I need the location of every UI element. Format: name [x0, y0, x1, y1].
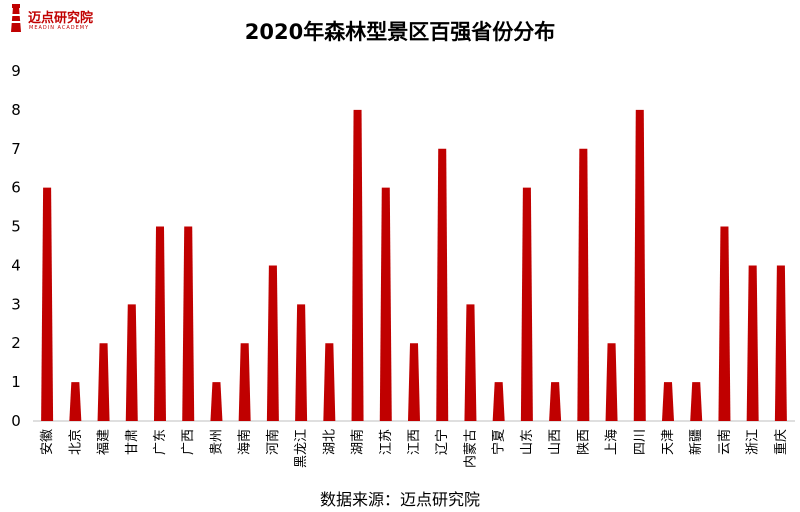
x-tick-label: 浙江: [746, 429, 761, 455]
x-tick-label: 辽宁: [434, 429, 450, 455]
bar: [379, 187, 392, 421]
bar: [351, 109, 364, 421]
y-tick-label: 0: [11, 412, 21, 430]
bar: [662, 382, 674, 421]
y-tick-label: 9: [11, 62, 21, 80]
x-tick-label: 广西: [181, 429, 196, 455]
bar: [774, 265, 787, 421]
bar: [323, 343, 336, 421]
x-tick-label: 黑龙江: [294, 429, 309, 468]
bar: [549, 382, 562, 421]
chart-title: 2020年森林型景区百强省份分布: [244, 20, 556, 44]
x-tick-label: 云南: [716, 429, 732, 455]
lighthouse-icon: [11, 4, 21, 32]
bar: [690, 382, 703, 421]
x-tick-label: 河南: [265, 429, 281, 455]
y-tick-label: 3: [11, 295, 21, 313]
x-tick-label: 山西: [548, 429, 563, 455]
bar: [238, 343, 251, 421]
bar: [125, 304, 138, 421]
bar: [154, 226, 166, 421]
bar: [492, 382, 505, 421]
y-tick-label: 7: [11, 140, 21, 158]
x-tick-label: 湖北: [322, 429, 337, 455]
x-tick-label: 天津: [661, 429, 676, 455]
bar: [464, 304, 477, 421]
x-tick-label: 江苏: [378, 429, 394, 455]
x-tick-label: 陕西: [576, 429, 591, 455]
x-tick-label: 广东: [153, 429, 168, 455]
y-tick-label: 1: [11, 373, 21, 391]
bar: [41, 187, 54, 421]
bar: [97, 343, 110, 421]
bar: [266, 265, 279, 421]
bar: [746, 265, 759, 421]
y-tick-label: 2: [11, 334, 21, 352]
y-tick-label: 4: [11, 256, 21, 274]
data-source-note: 数据来源：迈点研究院: [319, 490, 480, 509]
bar: [436, 148, 449, 421]
x-tick-label: 甘肃: [125, 429, 140, 455]
x-tick-label: 新疆: [688, 429, 704, 455]
x-tick-label: 内蒙古: [462, 429, 478, 468]
bar: [577, 148, 590, 421]
logo-subtitle: MEADIN ACADEMY: [29, 25, 90, 31]
y-tick-label: 5: [11, 218, 21, 236]
bar: [182, 226, 195, 421]
bar: [210, 382, 223, 421]
x-tick-label: 宁夏: [491, 429, 507, 455]
y-tick-label: 8: [11, 101, 21, 119]
x-tick-label: 贵州: [209, 429, 224, 455]
bar: [718, 226, 731, 421]
brand-logo: 迈点研究院 MEADIN ACADEMY: [6, 4, 106, 38]
x-tick-label: 湖南: [350, 429, 366, 455]
y-tick-label: 6: [11, 179, 21, 197]
x-tick-label: 北京: [68, 429, 83, 455]
x-tick-label: 重庆: [773, 429, 789, 455]
bar: [408, 343, 420, 421]
x-tick-label: 江西: [407, 429, 422, 455]
bar: [69, 382, 82, 421]
x-tick-label: 山东: [520, 429, 535, 455]
x-tick-label: 四川: [633, 429, 648, 455]
bar: [295, 304, 308, 421]
bar: [520, 187, 533, 421]
x-tick-label: 安徽: [40, 429, 55, 455]
x-tick-label: 海南: [237, 429, 253, 455]
x-tick-label: 上海: [605, 429, 620, 455]
bar: [633, 109, 646, 421]
x-tick-label: 福建: [97, 429, 112, 455]
logo-name: 迈点研究院: [28, 11, 94, 26]
bar: [605, 343, 618, 421]
